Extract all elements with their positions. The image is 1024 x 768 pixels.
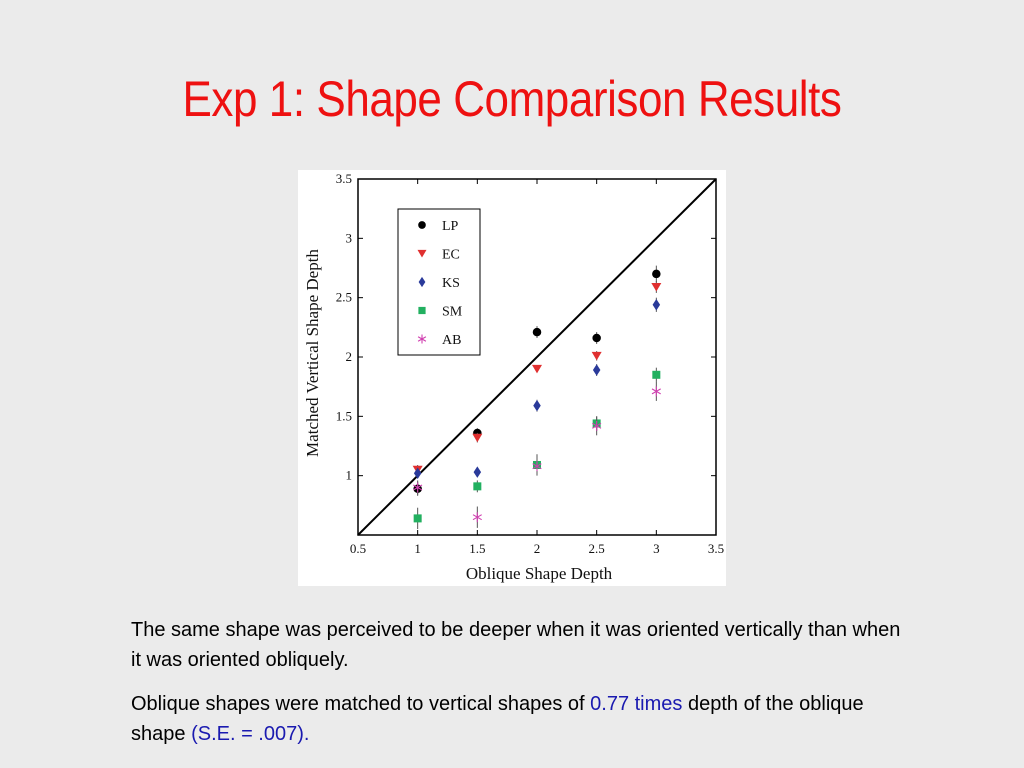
x-tick-label: 3 — [653, 541, 660, 556]
data-point-sm — [473, 482, 482, 491]
data-point-ec — [532, 364, 542, 374]
y-tick-label: 3 — [346, 230, 353, 245]
data-point-ks — [413, 467, 422, 480]
data-point-lp — [592, 333, 601, 343]
data-point-ab — [651, 386, 661, 397]
ratio-highlight: 0.77 times — [590, 693, 683, 715]
finding-text-b: depth of the oblique shape — [131, 693, 864, 745]
legend-box — [397, 208, 481, 356]
data-point-lp — [652, 269, 661, 279]
y-tick-label: 3.5 — [336, 171, 352, 186]
y-tick-label: 1 — [346, 468, 353, 483]
x-tick-label: 3.5 — [708, 541, 724, 556]
legend-marker-ec — [417, 249, 427, 258]
data-point-ks — [533, 399, 541, 412]
data-point-ab — [413, 482, 423, 493]
x-tick-label: 2.5 — [589, 541, 605, 556]
legend-marker-sm — [418, 306, 426, 315]
finding-text-a: Oblique shapes were matched to vertical … — [131, 693, 591, 715]
legend-label-ec: EC — [442, 248, 460, 263]
data-point-lp — [532, 327, 542, 337]
x-tick-label: 1 — [414, 541, 421, 556]
legend-marker-lp — [418, 221, 426, 229]
data-point-ks — [652, 299, 661, 311]
data-point-ab — [472, 512, 482, 523]
x-axis-label: Oblique Shape Depth — [466, 564, 613, 583]
x-tick-label: 1.5 — [469, 541, 485, 556]
data-point-ks — [592, 364, 601, 376]
x-tick-label: 0.5 — [350, 541, 366, 556]
legend-label-sm: SM — [442, 305, 463, 320]
y-tick-label: 2 — [346, 349, 353, 364]
chart-panel: 0.5 1 1.5 2 2.5 3 3.5 1 1.5 2 2.5 3 3.5 Oblique Shape… — [298, 170, 726, 586]
x-tick-label: 2 — [534, 541, 541, 556]
data-point-ks — [473, 466, 482, 478]
data-point-ec — [651, 282, 662, 292]
data-point-ab — [532, 461, 542, 472]
data-point-sm — [652, 370, 661, 379]
y-axis-label: Matched Vertical Shape Depth — [303, 249, 322, 457]
standard-error-highlight: (S.E. = .007). — [191, 723, 310, 745]
data-point-ab — [592, 420, 602, 431]
y-tick-label: 2.5 — [336, 290, 352, 305]
data-point-sm — [413, 514, 422, 523]
finding-paragraph-2: Oblique shapes were matched to vertical … — [131, 689, 911, 749]
slide-title: Exp 1: Shape Comparison Results — [182, 71, 842, 127]
legend-label-ks: KS — [442, 276, 460, 291]
legend-label-ab: AB — [442, 333, 461, 348]
scatter-chart: 0.5 1 1.5 2 2.5 3 3.5 1 1.5 2 2.5 3 3.5 Oblique Shape… — [303, 171, 724, 583]
legend-marker-ab — [417, 334, 427, 344]
legend-label-lp: LP — [442, 219, 459, 234]
legend-marker-ks — [418, 276, 426, 288]
data-point-ec — [591, 351, 602, 361]
finding-paragraph-1: The same shape was perceived to be deepe… — [131, 619, 901, 671]
y-tick-label: 1.5 — [336, 408, 352, 423]
data-point-ec — [472, 433, 483, 443]
